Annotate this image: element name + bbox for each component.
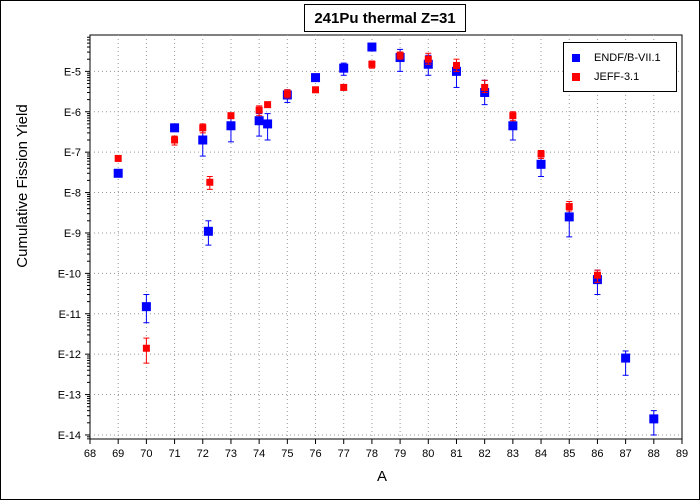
- data-point-endf: [649, 414, 659, 424]
- x-tick-label: 88: [648, 448, 660, 460]
- data-point-endf: [170, 123, 180, 133]
- data-point-jeff: [340, 83, 348, 91]
- y-tick-label: E-14: [58, 430, 81, 442]
- data-point-jeff: [396, 51, 404, 59]
- legend-label-endf: ENDF/B-VII.1: [594, 52, 661, 64]
- data-point-jeff: [593, 271, 601, 279]
- data-point-jeff: [171, 136, 179, 144]
- y-tick-label: E-6: [64, 107, 81, 119]
- data-point-jeff: [114, 154, 122, 162]
- x-tick-label: 77: [338, 448, 350, 460]
- data-point-jeff: [255, 106, 263, 114]
- x-tick-label: 75: [281, 448, 293, 460]
- y-tick-label: E-11: [59, 309, 81, 321]
- x-tick-label: 86: [591, 448, 603, 460]
- data-point-jeff: [537, 150, 545, 158]
- data-point-endf: [113, 168, 123, 178]
- data-point-jeff: [565, 203, 573, 211]
- data-point-endf: [621, 353, 631, 363]
- legend-swatch-endf: [572, 54, 580, 62]
- legend: ENDF/B-VII.1 JEFF-3.1: [563, 42, 677, 92]
- y-tick-label: E-12: [58, 349, 81, 361]
- y-tick-label: E-13: [58, 390, 81, 402]
- legend-entry-endf: ENDF/B-VII.1: [572, 52, 661, 64]
- x-tick-label: 85: [563, 448, 575, 460]
- data-point-endf: [226, 121, 236, 131]
- legend-label-jeff: JEFF-3.1: [594, 71, 640, 83]
- x-tick-label: 89: [676, 448, 688, 460]
- legend-entry-jeff: JEFF-3.1: [572, 71, 639, 83]
- data-point-jeff: [368, 60, 376, 68]
- data-point-endf: [536, 159, 546, 169]
- chart-title: 241Pu thermal Z=31: [304, 4, 466, 32]
- y-tick-label: E-7: [64, 147, 81, 159]
- data-point-endf: [339, 63, 349, 73]
- data-point-jeff: [312, 86, 320, 94]
- x-tick-label: 74: [253, 448, 265, 460]
- x-axis-label: A: [377, 468, 388, 485]
- data-point-jeff: [481, 83, 489, 91]
- x-tick-label: 73: [225, 448, 237, 460]
- data-point-endf: [203, 226, 213, 236]
- data-point-jeff: [142, 344, 150, 352]
- data-point-jeff: [424, 55, 432, 63]
- y-tick-label: E-5: [64, 66, 81, 78]
- data-point-endf: [508, 121, 518, 131]
- x-tick-label: 81: [450, 448, 462, 460]
- x-tick-label: 71: [168, 448, 180, 460]
- plot-area: [89, 34, 683, 440]
- x-tick-label: 87: [619, 448, 631, 460]
- x-tick-label: 79: [394, 448, 406, 460]
- x-tick-label: 68: [84, 448, 96, 460]
- x-tick-label: 83: [507, 448, 519, 460]
- y-tick-label: E-9: [64, 228, 81, 240]
- x-tick-label: 80: [422, 448, 434, 460]
- x-tick-label: 69: [112, 448, 124, 460]
- data-point-endf: [198, 135, 208, 145]
- y-axis-label: Cumulative Fission Yield: [14, 104, 31, 268]
- data-point-jeff: [452, 61, 460, 69]
- data-point-endf: [141, 302, 151, 312]
- legend-swatch-jeff: [572, 73, 580, 81]
- data-point-jeff: [199, 124, 207, 132]
- y-tick-label: E-10: [58, 268, 81, 280]
- data-point-jeff: [509, 112, 517, 120]
- data-point-jeff: [264, 101, 272, 109]
- x-tick-label: 84: [535, 448, 547, 460]
- data-point-endf: [367, 42, 377, 52]
- data-point-endf: [564, 212, 574, 222]
- x-tick-label: 70: [140, 448, 152, 460]
- data-point-endf: [254, 116, 264, 126]
- x-tick-label: 72: [197, 448, 209, 460]
- data-point-jeff: [206, 178, 214, 186]
- data-point-endf: [311, 73, 321, 83]
- x-tick-label: 76: [309, 448, 321, 460]
- x-tick-label: 82: [479, 448, 491, 460]
- data-point-jeff: [283, 90, 291, 98]
- x-tick-label: 78: [366, 448, 378, 460]
- data-point-endf: [263, 119, 273, 129]
- data-point-jeff: [227, 112, 235, 120]
- y-tick-label: E-8: [64, 188, 81, 200]
